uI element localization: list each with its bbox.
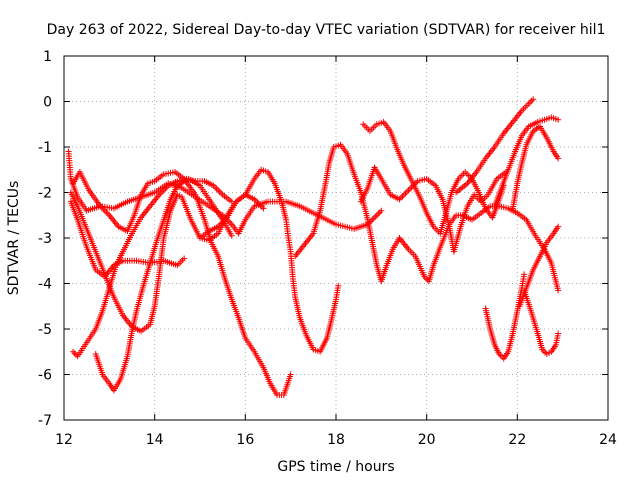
data-point bbox=[521, 271, 528, 278]
data-point bbox=[528, 97, 535, 104]
x-tick-label: 24 bbox=[599, 432, 617, 448]
data-point bbox=[228, 232, 235, 239]
data-point bbox=[404, 188, 411, 195]
data-point bbox=[402, 190, 409, 197]
data-point bbox=[405, 187, 412, 194]
y-tick-label: 1 bbox=[43, 49, 52, 65]
data-point bbox=[103, 209, 110, 216]
data-point bbox=[104, 210, 111, 217]
x-tick-label: 20 bbox=[418, 432, 436, 448]
chart-title: Day 263 of 2022, Sidereal Day-to-day VTE… bbox=[47, 22, 606, 38]
x-tick-label: 14 bbox=[146, 432, 164, 448]
data-points bbox=[65, 96, 562, 398]
y-tick-label: -6 bbox=[38, 368, 52, 384]
data-point bbox=[213, 185, 220, 192]
data-point bbox=[397, 194, 404, 201]
data-point bbox=[555, 155, 562, 162]
axis-ticks: 12 14 16 18 20 22 24 1 0 -1 -2 -3 -4 -5 -6 -7 bbox=[38, 49, 617, 448]
data-point bbox=[555, 287, 562, 294]
data-point bbox=[372, 213, 379, 220]
data-point bbox=[181, 255, 188, 262]
data-point bbox=[70, 348, 77, 355]
y-tick-label: -1 bbox=[38, 140, 52, 156]
data-point bbox=[71, 350, 78, 357]
data-point bbox=[375, 210, 382, 217]
data-point bbox=[378, 207, 385, 214]
x-axis-label: GPS time / hours bbox=[277, 459, 394, 475]
data-point bbox=[370, 215, 377, 222]
data-point bbox=[555, 330, 562, 337]
data-point bbox=[376, 209, 383, 216]
data-point bbox=[98, 204, 105, 211]
data-point bbox=[287, 371, 294, 378]
x-tick-label: 16 bbox=[236, 432, 254, 448]
data-point bbox=[527, 99, 534, 106]
data-point bbox=[227, 219, 234, 226]
x-tick-label: 12 bbox=[55, 432, 73, 448]
data-point bbox=[530, 96, 537, 103]
grid bbox=[64, 56, 608, 420]
y-tick-label: -5 bbox=[38, 322, 52, 338]
data-point bbox=[216, 188, 223, 195]
data-point bbox=[373, 212, 380, 219]
y-tick-label: -2 bbox=[38, 186, 52, 202]
data-point bbox=[260, 205, 267, 212]
y-tick-label: -4 bbox=[38, 277, 52, 293]
data-point bbox=[218, 190, 225, 197]
data-point bbox=[335, 282, 342, 289]
x-tick-label: 18 bbox=[327, 432, 345, 448]
data-point bbox=[555, 116, 562, 123]
data-point bbox=[401, 191, 407, 198]
x-tick-label: 22 bbox=[508, 432, 526, 448]
y-tick-label: -7 bbox=[38, 413, 52, 429]
y-axis-label: SDTVAR / TECUs bbox=[6, 181, 22, 296]
y-tick-label: -3 bbox=[38, 231, 52, 247]
y-tick-label: 0 bbox=[43, 95, 52, 111]
data-point bbox=[162, 185, 169, 192]
data-point bbox=[555, 223, 562, 230]
